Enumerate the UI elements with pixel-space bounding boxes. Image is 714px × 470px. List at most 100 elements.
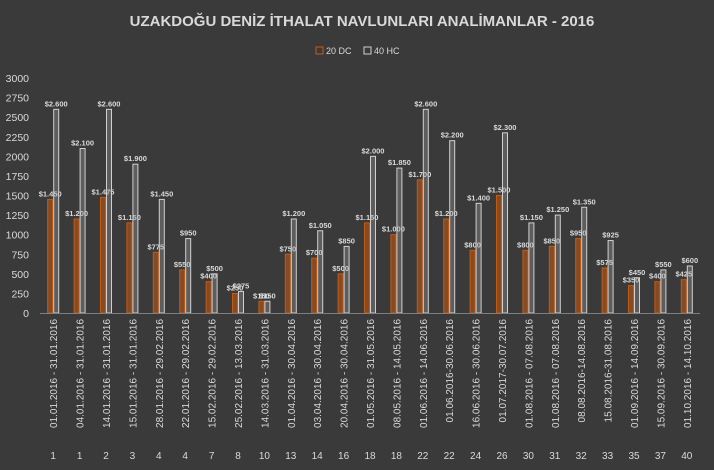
x-group-label: 32	[576, 451, 588, 462]
bar-40hc	[528, 222, 535, 314]
x-axis: 01.01.2016 - 31.01.2016 1 04.01.2016 - 31.…	[40, 313, 700, 462]
x-group-label: 24	[470, 451, 482, 462]
data-label-20dc: $1.700	[408, 170, 431, 179]
x-group-label: 13	[285, 451, 297, 462]
x-category-label: 01.08.2016 - 07.08.2016	[524, 319, 535, 428]
data-label-20dc: $1.500	[488, 186, 511, 195]
data-label-20dc: $400	[200, 272, 217, 281]
bar-40hc	[607, 240, 614, 314]
x-group-label: 10	[259, 451, 271, 462]
bar-40hc	[264, 300, 271, 314]
x-category-label: 08.05.2016 - 14.05.2016	[392, 319, 403, 428]
x-group-label: 7	[209, 451, 215, 462]
x-category-label: 01.06.2016-30.06.2016	[445, 319, 456, 423]
data-label-40hc: $2.000	[362, 146, 385, 155]
data-label-40hc: $2.600	[98, 99, 121, 108]
x-group-label: 30	[523, 451, 535, 462]
bar-40hc	[634, 277, 640, 314]
x-group-label: 22	[417, 451, 429, 462]
x-category-label: 01.05.2016 - 31.05.2016	[366, 319, 377, 428]
bar-40hc	[502, 132, 508, 314]
bar-20dc	[601, 267, 608, 314]
bar-20dc	[680, 279, 687, 314]
bar-40hc	[79, 148, 86, 314]
data-label-20dc: $350	[623, 276, 640, 285]
data-label-20dc: $850	[543, 236, 560, 245]
bar-40hc	[581, 206, 588, 314]
data-label-20dc: $1.200	[65, 209, 88, 218]
bar-40hc	[660, 269, 667, 314]
x-category-label: 01.08.2016 - 07.08.2016	[551, 319, 562, 428]
legend: 20 DC 40 HC	[315, 46, 400, 56]
bar-20dc	[152, 251, 159, 314]
x-category-label: 03.04.2016 - 30.04.2016	[313, 319, 324, 428]
y-tick-label: 1750	[6, 171, 30, 183]
data-label-20dc: $750	[279, 244, 296, 253]
data-label-40hc: $275	[233, 281, 250, 290]
y-tick-label: 1000	[6, 230, 30, 242]
data-label-40hc: $2.200	[441, 131, 464, 140]
bar-40hc	[343, 245, 350, 314]
x-category-label: 08.08.2016-14.08.2016	[577, 319, 588, 423]
data-label-20dc: $500	[332, 264, 349, 273]
legend-label-1: 20 DC	[326, 46, 352, 56]
x-category-label: 01.07.2017-30.07.2016	[498, 319, 509, 423]
x-group-label: 8	[235, 451, 241, 462]
y-tick-label: 500	[11, 269, 29, 281]
x-category-label: 04.01.2016 - 31.01.2016	[76, 319, 87, 428]
data-label-40hc: $2.300	[494, 123, 517, 132]
data-label-40hc: $550	[655, 260, 672, 269]
x-group-label: 26	[496, 451, 508, 462]
x-category-label: 22.01.2016 - 29.02.2016	[181, 319, 192, 428]
data-label-40hc: $950	[180, 229, 197, 238]
legend-label-2: 40 HC	[374, 46, 400, 56]
x-group-label: 35	[628, 451, 640, 462]
data-label-40hc: $1.250	[546, 205, 569, 214]
data-label-40hc: $1.200	[282, 209, 305, 218]
bar-20dc	[390, 234, 397, 314]
x-group-label: 1	[50, 451, 56, 462]
bar-20dc	[628, 285, 634, 314]
x-group-label: 4	[156, 451, 162, 462]
x-category-label: 28.01.2016 - 29.02.2016	[155, 319, 166, 428]
bar-20dc	[258, 300, 265, 314]
data-label-20dc: $575	[596, 258, 613, 267]
bar-40hc	[475, 202, 482, 314]
x-category-label: 16.06.2016 - 30.06.2016	[472, 319, 483, 428]
data-label-40hc: $1.850	[388, 158, 411, 167]
x-category-label: 01.04.2016 - 30.04.2016	[287, 319, 298, 428]
bar-20dc	[205, 281, 212, 314]
x-group-label: 22	[444, 451, 456, 462]
bar-40hc	[317, 230, 324, 314]
data-label-20dc: $1.475	[92, 187, 115, 196]
x-group-label: 14	[312, 451, 324, 462]
x-group-label: 2	[103, 451, 109, 462]
bar-20dc	[126, 222, 133, 314]
data-label-20dc: $800	[464, 240, 481, 249]
data-label-20dc: $250	[227, 283, 244, 292]
data-label-20dc: $700	[306, 248, 323, 257]
data-label-20dc: $775	[147, 242, 164, 251]
bar-20dc	[548, 245, 555, 314]
data-label-20dc: $1.450	[39, 189, 62, 198]
x-group-label: 1	[77, 451, 83, 462]
data-label-20dc: $1.200	[435, 209, 458, 218]
data-label-40hc: $1.050	[309, 221, 332, 230]
y-tick-label: 1500	[6, 191, 30, 203]
legend-swatch-1	[315, 46, 324, 55]
y-tick-label: 250	[11, 288, 29, 300]
x-category-label: 15.09.2016 - 30.09.2016	[656, 319, 667, 428]
data-label-40hc: $925	[602, 231, 619, 240]
x-group-label: 37	[655, 451, 667, 462]
data-label-40hc: $850	[338, 236, 355, 245]
data-label-20dc: $800	[517, 240, 534, 249]
bar-40hc	[290, 218, 297, 314]
bar-40hc	[132, 163, 139, 314]
bar-20dc	[311, 257, 318, 314]
bar-40hc	[554, 214, 561, 314]
bar-20dc	[337, 273, 344, 314]
y-axis: 0 250 500 750 1000 1250 1500 1750 2000 2250 2500 27…	[6, 73, 30, 320]
bar-40hc	[158, 198, 165, 314]
y-tick-label: 2250	[6, 132, 30, 144]
bar-40hc	[53, 108, 60, 314]
